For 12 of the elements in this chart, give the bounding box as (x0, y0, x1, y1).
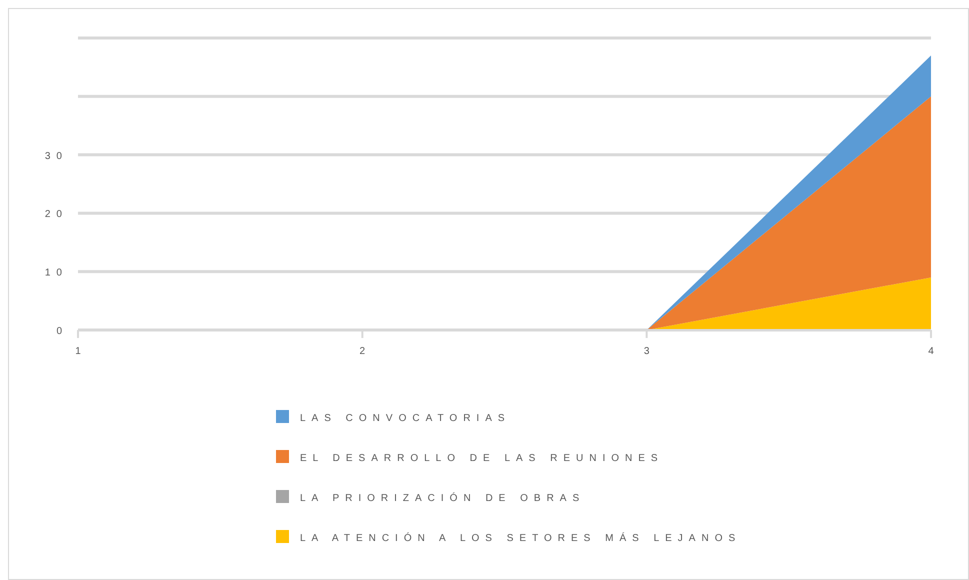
y-tick-label: 10 (44, 268, 68, 279)
x-tick-label: 3 (644, 346, 650, 357)
y-tick-label: 0 (56, 326, 68, 337)
x-tick-label: 1 (75, 346, 82, 357)
y-tick-label: 30 (44, 150, 68, 162)
y-tick-label: 20 (44, 209, 68, 220)
x-tick-label: 2 (360, 346, 366, 357)
legend-label: LAS CONVOCATORIAS (300, 413, 511, 424)
legend-label: LA PRIORIZACIÓN DE OBRAS (300, 492, 586, 504)
legend-label: EL DESARROLLO DE LAS REUNIONES (300, 453, 664, 464)
legend-label: LA ATENCIÓN A LOS SETORES MÁS LEJANOS (300, 532, 742, 544)
x-tick-label: 4 (928, 346, 934, 357)
